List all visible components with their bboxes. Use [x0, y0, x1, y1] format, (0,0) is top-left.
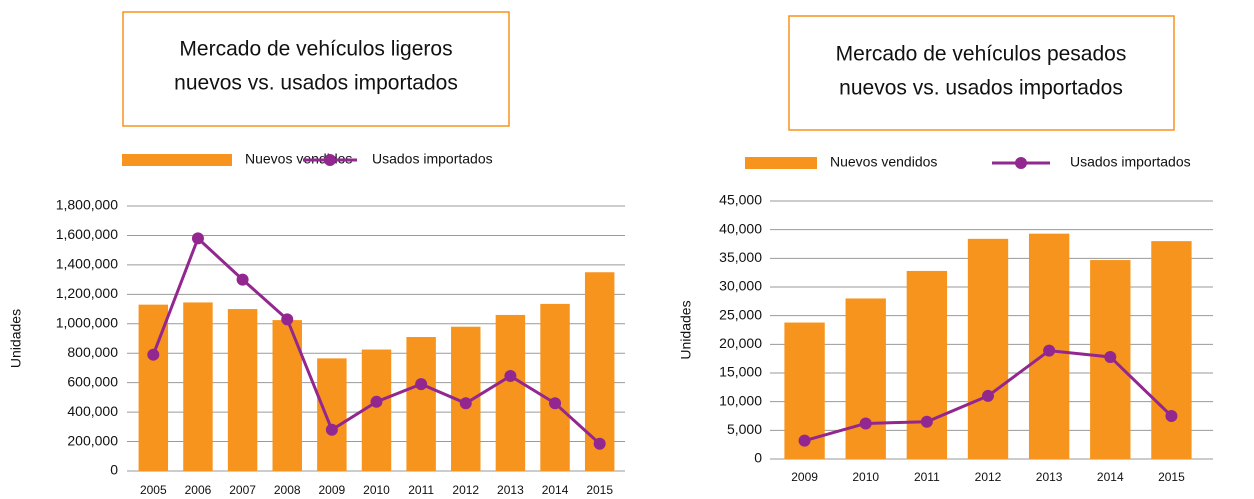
x-tick-label: 2012: [452, 483, 479, 497]
line-marker: [415, 378, 428, 391]
y-tick-label: 40,000: [719, 220, 762, 236]
x-tick-label: 2007: [229, 483, 256, 497]
y-tick-label: 0: [754, 450, 762, 466]
x-tick-label: 2014: [1097, 470, 1124, 484]
x-tick-label: 2013: [1036, 470, 1063, 484]
x-tick-label: 2015: [1158, 470, 1185, 484]
x-tick-label: 2010: [852, 470, 879, 484]
y-tick-label: 1,600,000: [56, 226, 118, 242]
line-marker: [281, 313, 294, 326]
y-tick-label: 5,000: [727, 421, 762, 437]
y-tick-label: 30,000: [719, 278, 762, 294]
bar: [540, 303, 570, 471]
chart-subtitle: nuevos vs. usados importados: [839, 77, 1123, 100]
line-marker: [1165, 410, 1178, 422]
bar: [183, 302, 213, 471]
bar: [361, 349, 392, 471]
bar: [227, 309, 258, 471]
x-tick-label: 2011: [914, 470, 940, 484]
line-marker: [191, 232, 204, 245]
x-tick-label: 2013: [497, 483, 524, 497]
y-tick-label: 20,000: [719, 335, 762, 351]
legend-label: Usados importados: [1070, 154, 1191, 170]
x-tick-label: 2008: [274, 483, 301, 497]
x-tick-label: 2015: [586, 483, 613, 497]
chart-title: Mercado de vehículos ligeros: [179, 38, 452, 61]
line-marker: [236, 273, 249, 286]
line-marker: [920, 415, 933, 428]
line-marker: [1043, 344, 1056, 357]
y-tick-label: 600,000: [67, 373, 118, 389]
x-tick-label: 2012: [975, 470, 1002, 484]
bar: [317, 358, 347, 471]
chart-subtitle: nuevos vs. usados importados: [174, 72, 458, 95]
y-tick-label: 1,200,000: [56, 285, 118, 301]
bar: [1151, 241, 1192, 459]
line-marker: [459, 397, 472, 410]
bar: [906, 270, 948, 459]
y-tick-label: 15,000: [719, 364, 762, 380]
bar: [495, 314, 526, 471]
y-tick-label: 1,800,000: [56, 197, 118, 213]
line-marker: [549, 397, 562, 410]
y-tick-label: 10,000: [719, 392, 762, 408]
x-tick-label: 2010: [363, 483, 390, 497]
line-marker: [370, 395, 383, 408]
y-tick-label: 0: [110, 462, 118, 478]
legend-label: Nuevos vendidos: [830, 154, 937, 170]
y-tick-label: 400,000: [67, 403, 118, 419]
y-axis-label: Unidades: [678, 300, 694, 359]
legend-marker: [1015, 157, 1027, 169]
x-tick-label: 2005: [140, 483, 167, 497]
legend-label: Usados importados: [372, 151, 493, 167]
chart-title: Mercado de vehículos pesados: [836, 43, 1127, 66]
y-tick-label: 35,000: [719, 249, 762, 265]
line-marker: [325, 423, 338, 436]
y-tick-label: 1,000,000: [56, 314, 118, 330]
bar: [406, 337, 436, 471]
y-tick-label: 45,000: [719, 192, 762, 208]
line-marker: [147, 348, 160, 361]
x-tick-label: 2014: [542, 483, 569, 497]
y-tick-label: 200,000: [67, 432, 118, 448]
y-tick-label: 25,000: [719, 306, 762, 322]
y-tick-label: 800,000: [67, 344, 118, 360]
bar: [845, 298, 886, 459]
x-tick-label: 2009: [791, 470, 818, 484]
legend-marker: [324, 154, 336, 166]
line-marker: [1104, 350, 1117, 363]
x-tick-label: 2009: [319, 483, 346, 497]
legend-swatch: [122, 154, 232, 166]
line-marker: [798, 434, 811, 447]
line-marker: [982, 389, 994, 402]
legend-swatch: [745, 157, 817, 169]
line-marker: [859, 417, 872, 430]
x-tick-label: 2006: [185, 483, 212, 497]
line-marker: [504, 370, 517, 383]
x-tick-label: 2011: [408, 483, 434, 497]
y-tick-label: 1,400,000: [56, 256, 118, 272]
line-marker: [593, 437, 606, 450]
y-axis-label: Unidades: [8, 309, 24, 368]
title-box: [122, 11, 510, 127]
title-box: [788, 15, 1175, 131]
bar: [967, 238, 1009, 459]
